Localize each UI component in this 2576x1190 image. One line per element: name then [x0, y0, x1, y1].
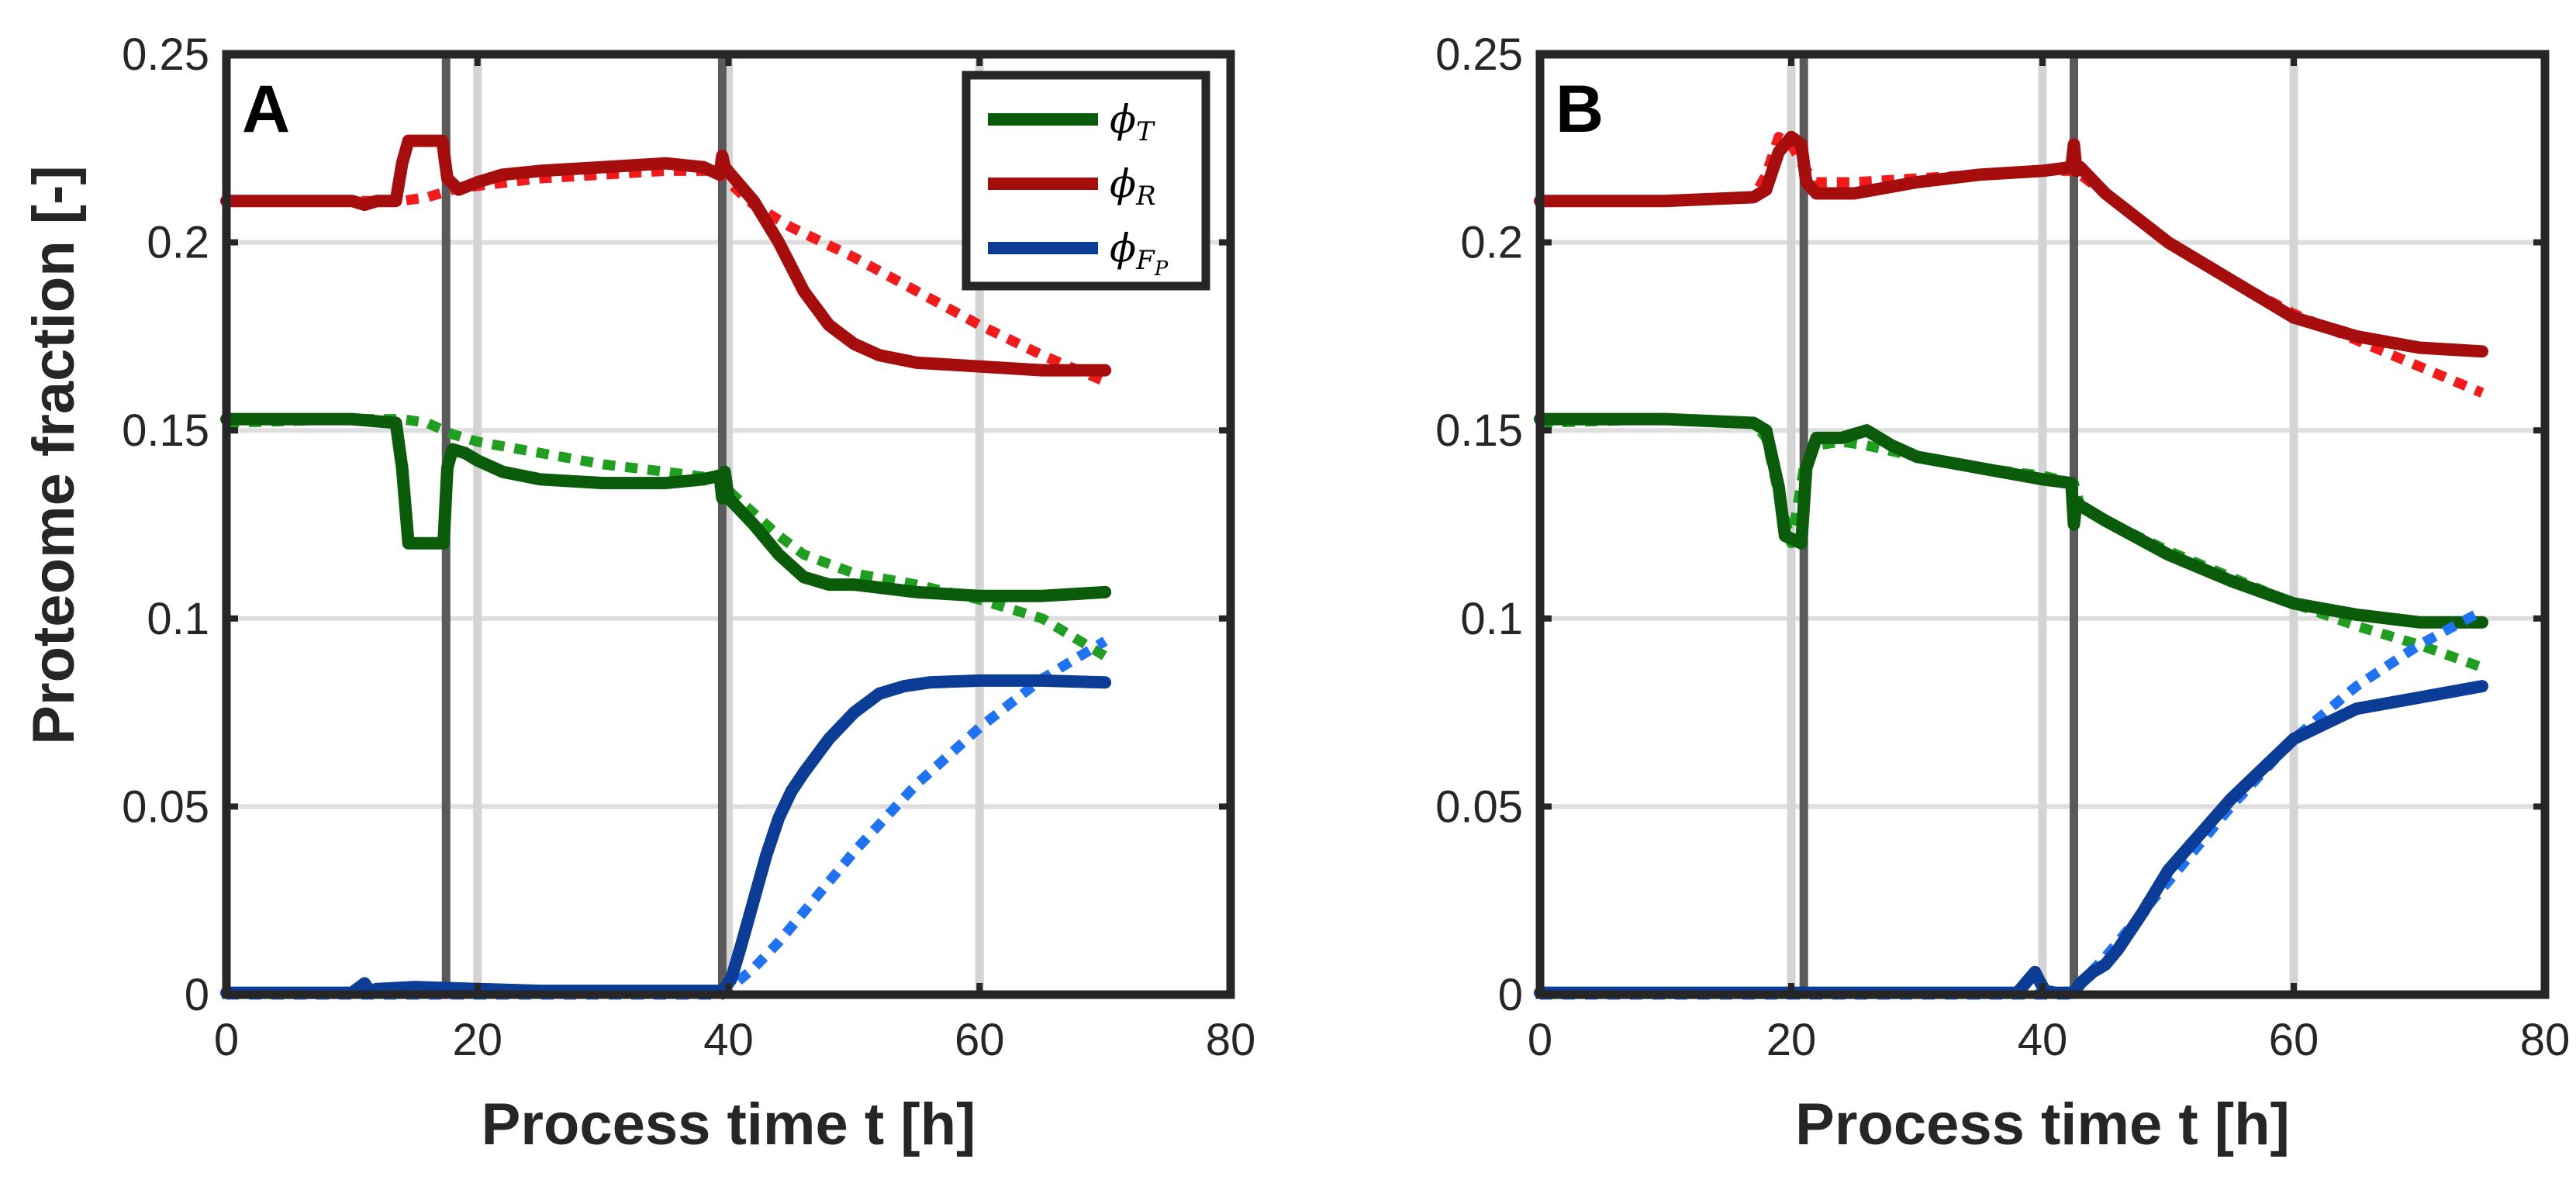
panel-b-y-tick-label-5: 0.25 [1435, 29, 1523, 80]
legend-subsubscript-2: P [1154, 257, 1169, 281]
panel-b-x-tick-label-3: 60 [2269, 1015, 2319, 1065]
panel-a-series-measured-R [220, 134, 1112, 377]
panel-a-y-tick-label-1: 0.05 [122, 781, 209, 832]
panel-b-x-tick-label-2: 40 [2018, 1015, 2068, 1065]
panel-b-x-axis-label: Process time t [h] [1795, 1092, 2290, 1157]
panel-b-y-tick-label-3: 0.15 [1435, 405, 1523, 456]
panel-a-series-measured-T [220, 412, 1112, 602]
panel-a-y-tick-label-5: 0.25 [122, 29, 209, 80]
panel-b-series-measured-T [1534, 412, 2488, 629]
panel-a-x-axis-label: Process time t [h] [482, 1092, 976, 1157]
panel-a-x-tick-label-0: 0 [214, 1015, 239, 1065]
panel-b-y-tick-label-4: 0.2 [1460, 218, 1523, 268]
panel-a-x-tick-label-4: 80 [1206, 1015, 1256, 1065]
panel-a-x-tick-label-2: 40 [703, 1015, 754, 1065]
panel-a-x-tick-label-1: 20 [452, 1015, 502, 1065]
panel-b-y-tick-label-2: 0.1 [1460, 594, 1523, 644]
panel-a-x-tick-label-3: 60 [955, 1015, 1005, 1065]
legend-subscript-1: R [1135, 181, 1156, 212]
panel-a-letter: A [242, 72, 290, 147]
panel-b-x-tick-label-4: 80 [2520, 1015, 2571, 1065]
panel-b-x-tick-label-0: 0 [1528, 1015, 1552, 1065]
legend-subscript-0: T [1136, 116, 1155, 147]
panel-b: 0 20 40 60 80 0 0.05 0.1 0.15 0.2 0.25 Process time… [1435, 29, 2570, 1157]
y-axis-label: Proteome fraction [-] [21, 165, 87, 744]
legend-subscript-2: F [1135, 245, 1155, 276]
panel-b-y-tick-label-1: 0.05 [1435, 781, 1523, 832]
panel-a-y-tick-label-4: 0.2 [147, 218, 209, 268]
panel-a-y-tick-label-3: 0.15 [122, 405, 209, 456]
panel-a-y-tick-label-0: 0 [185, 970, 209, 1020]
panel-a-y-tick-label-2: 0.1 [147, 594, 209, 644]
panel-b-letter: B [1556, 72, 1604, 147]
panel-b-y-tick-label-0: 0 [1498, 970, 1523, 1020]
panel-a-series-measured-FP [220, 674, 1112, 999]
panel-b-x-tick-label-1: 20 [1766, 1015, 1817, 1065]
panel-a: 0 20 40 60 80 0 0.05 0.1 0.15 0.2 0.25 Process time… [122, 29, 1255, 1157]
panel-b-series-measured-R [1534, 130, 2488, 358]
